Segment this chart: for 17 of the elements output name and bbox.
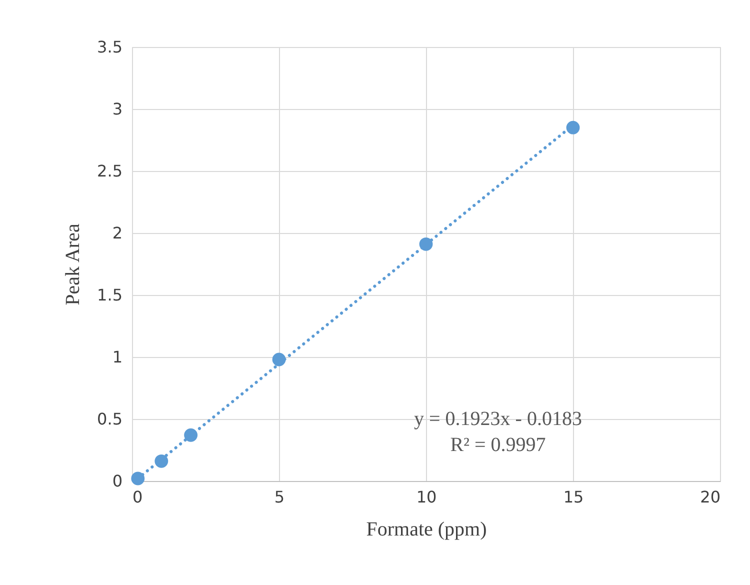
y-tick-label: 2.5 [97,162,122,180]
x-axis-title: Formate (ppm) [366,518,487,540]
x-tick-label: 20 [700,488,720,506]
y-tick-label: 1.5 [97,286,122,304]
y-tick-label: 0 [112,472,122,490]
x-tick-label: 0 [132,488,143,506]
y-axis-title: Peak Area [62,224,84,306]
y-tick-label: 1 [112,348,122,366]
y-tick-label: 2 [112,224,122,242]
y-tick-label: 0.5 [97,410,122,428]
annotation: y = 0.1923x - 0.0183 [414,408,582,430]
x-tick-label: 5 [274,488,285,506]
x-tick-label: 10 [416,488,437,506]
x-tick-label: 15 [563,488,584,506]
y-tick-label: 3 [112,100,122,118]
y-tick-label: 3.5 [97,38,122,56]
annotation: R² = 0.9997 [450,434,546,456]
